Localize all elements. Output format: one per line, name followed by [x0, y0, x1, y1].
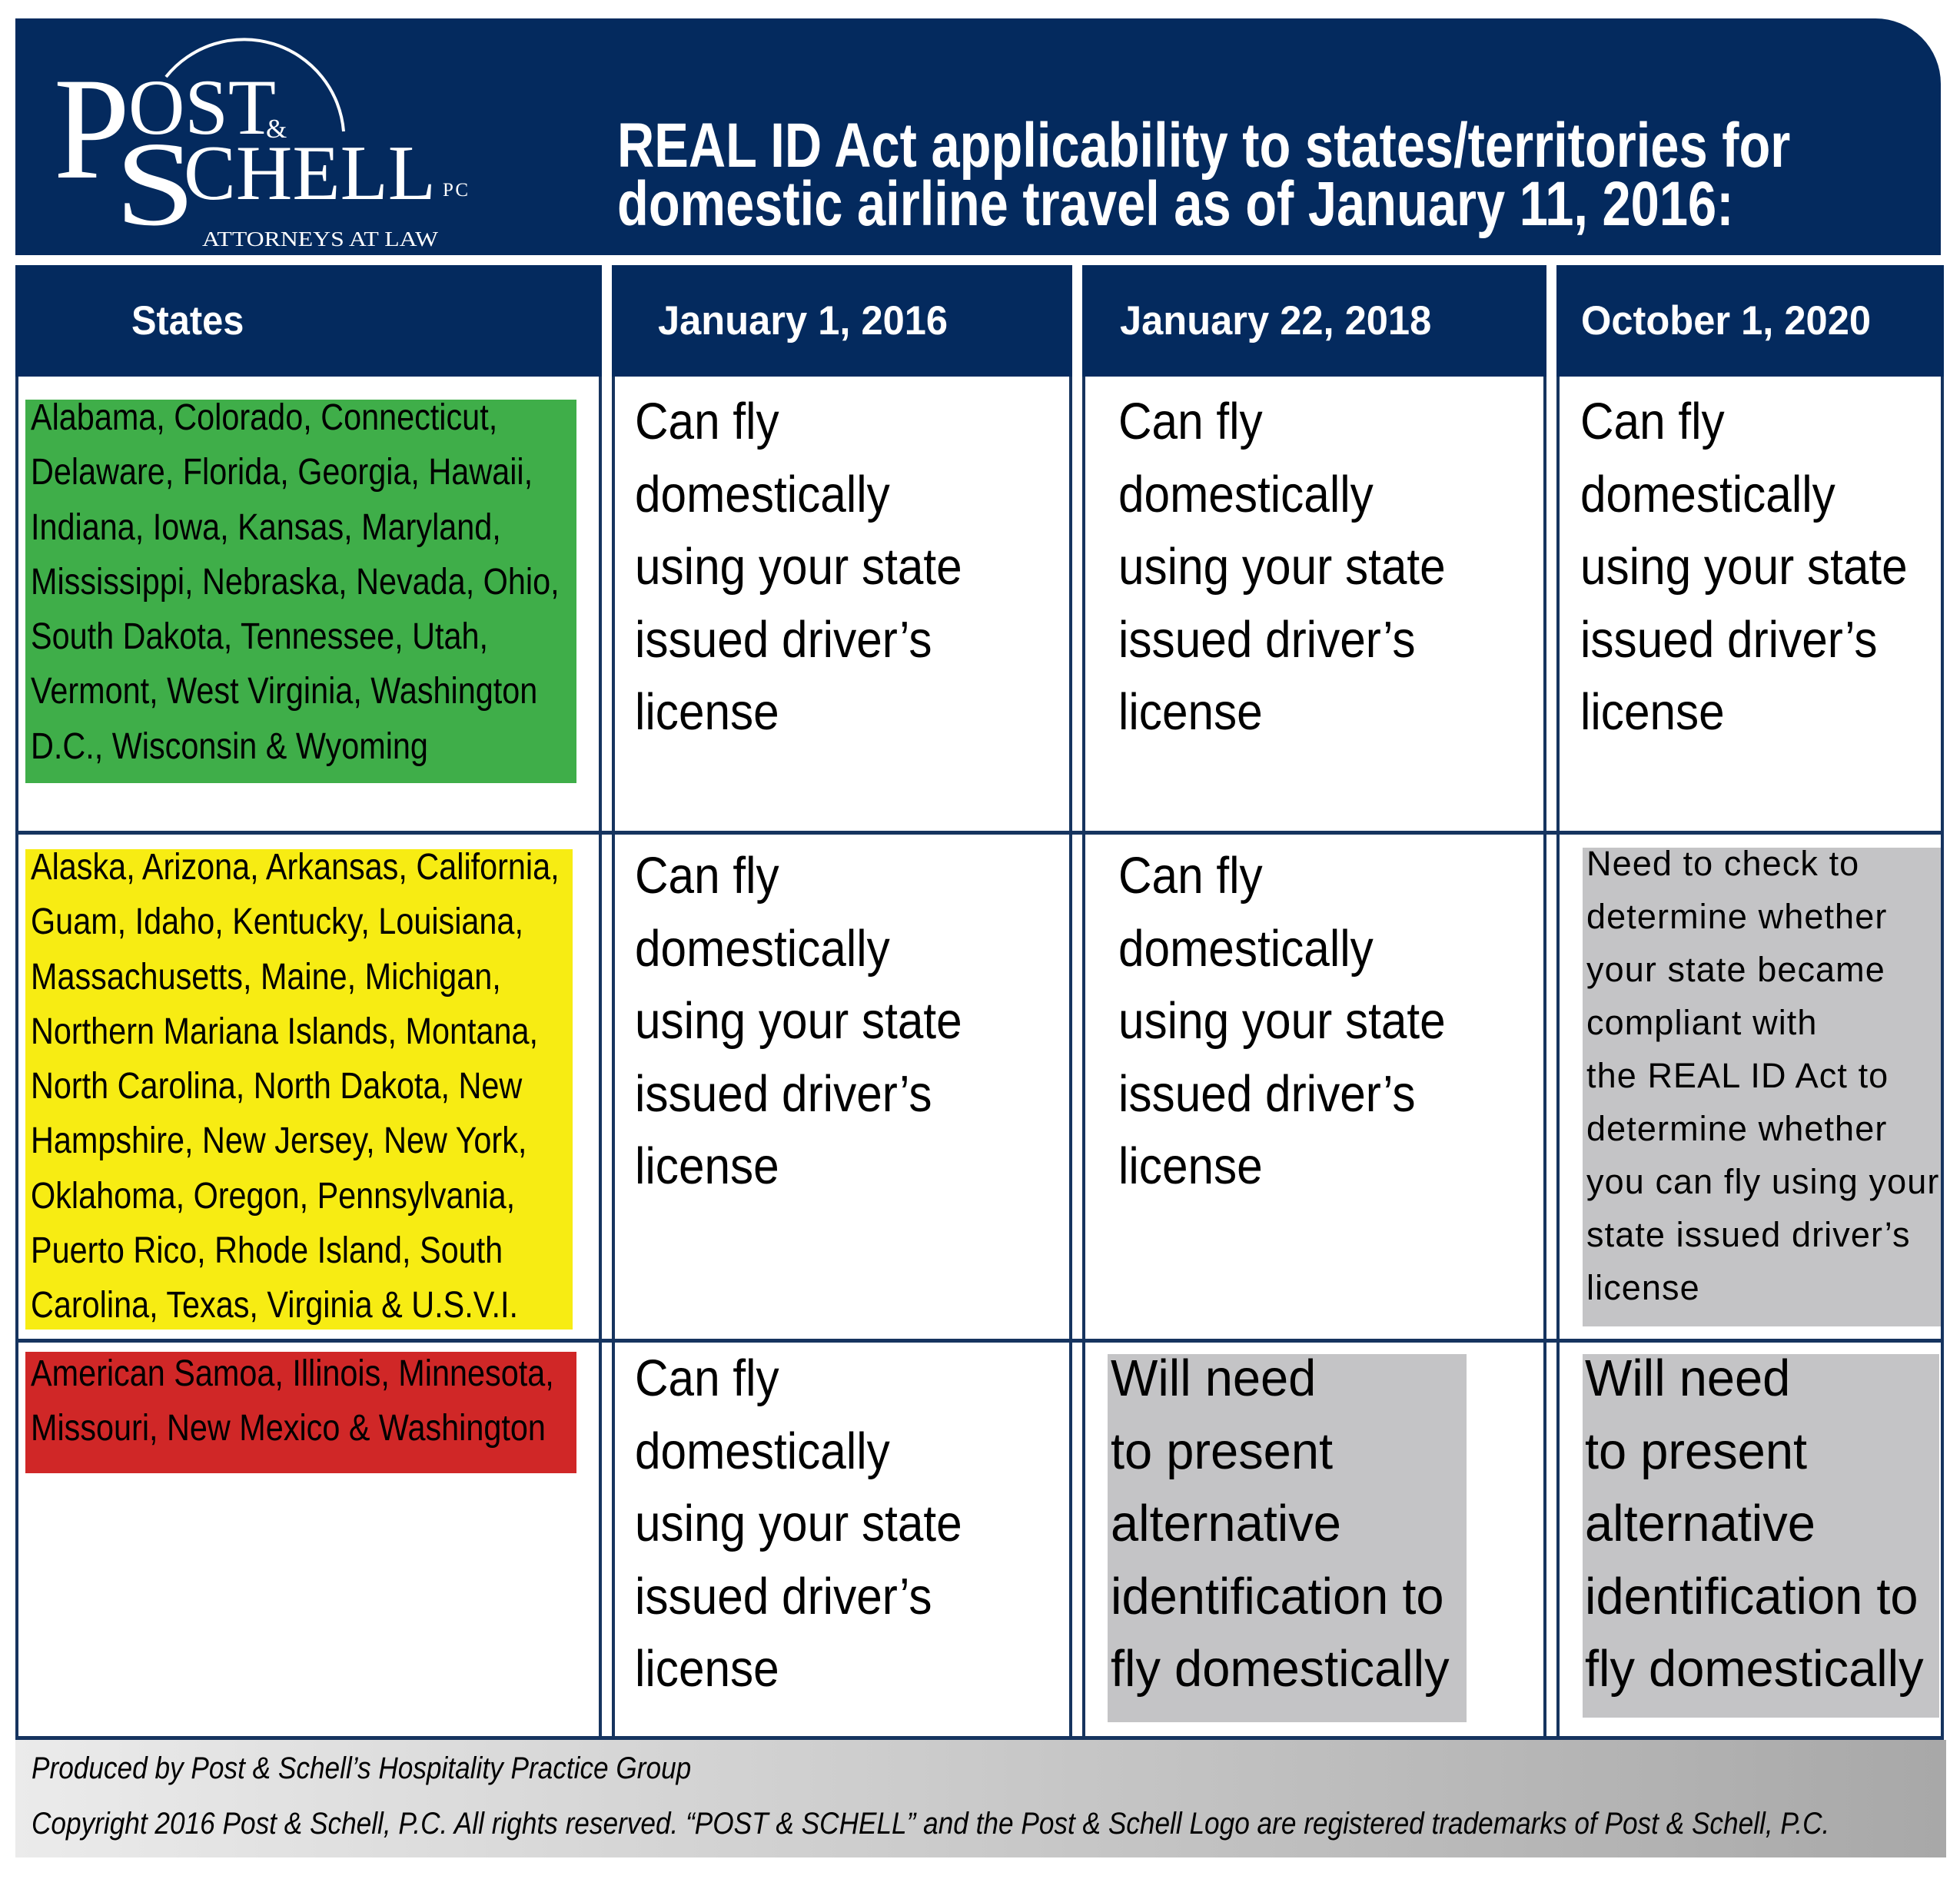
svg-text:OST: OST — [128, 64, 276, 151]
svg-text:ATTORNEYS AT LAW: ATTORNEYS AT LAW — [202, 227, 438, 251]
svg-text:CHELL: CHELL — [184, 130, 436, 217]
svg-text:&: & — [266, 114, 287, 144]
svg-text:P: P — [54, 48, 130, 209]
svg-text:PC: PC — [443, 180, 470, 201]
svg-text:S: S — [115, 117, 196, 251]
